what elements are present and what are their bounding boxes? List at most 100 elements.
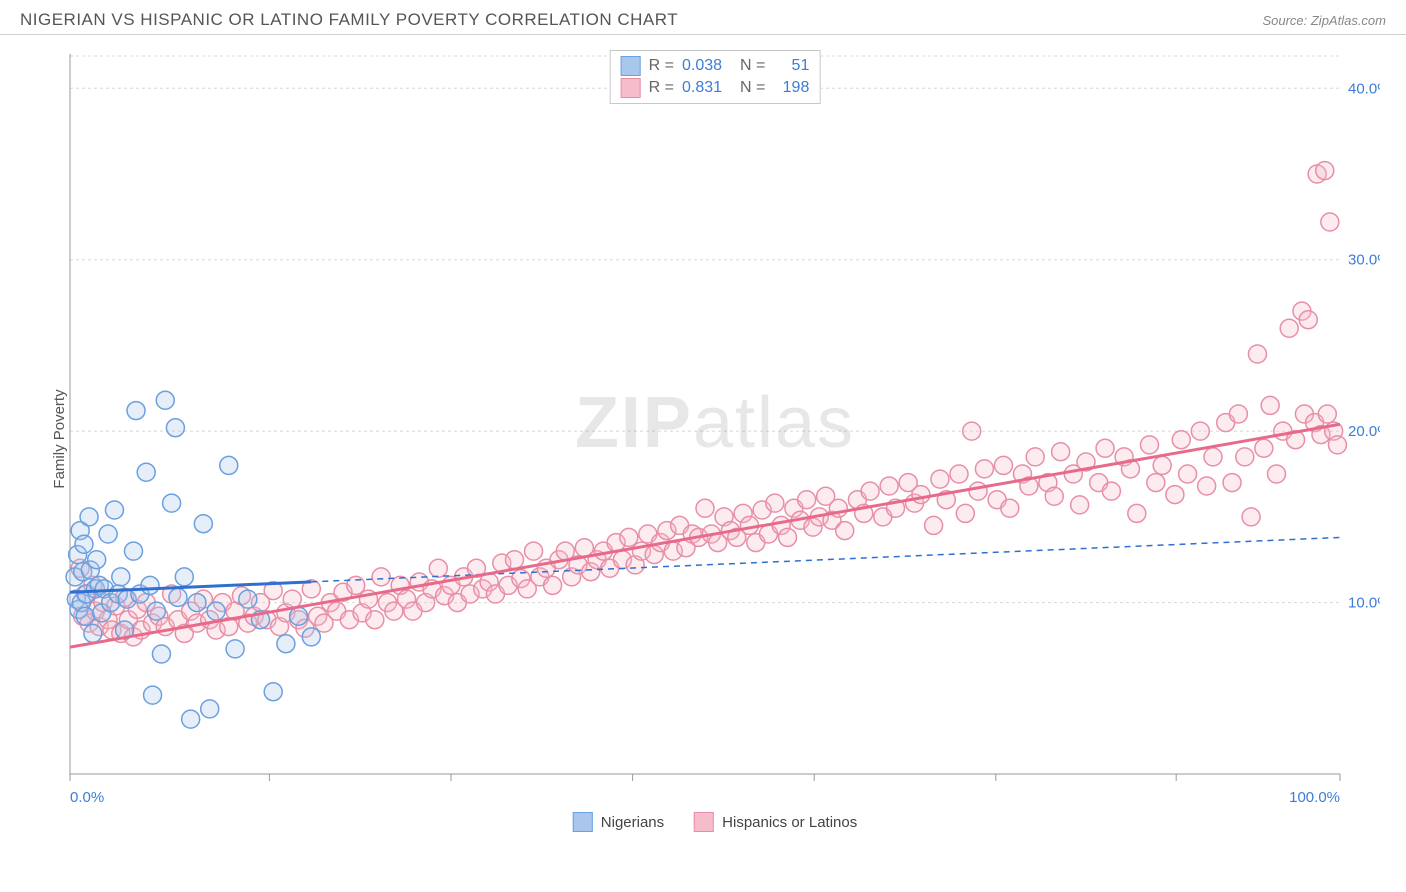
data-point — [836, 522, 854, 540]
data-point — [88, 551, 106, 569]
data-point — [1299, 311, 1317, 329]
data-point — [194, 515, 212, 533]
data-point — [152, 645, 170, 663]
data-point — [226, 640, 244, 658]
data-point — [1147, 474, 1165, 492]
y-tick-label: 30.0% — [1348, 252, 1380, 269]
data-point — [975, 460, 993, 478]
data-point — [141, 576, 159, 594]
legend-label: Nigerians — [601, 814, 664, 831]
y-axis-label: Family Poverty — [51, 389, 68, 488]
data-point — [429, 559, 447, 577]
legend-item: Nigerians — [573, 812, 664, 832]
data-point — [283, 590, 301, 608]
data-point — [112, 568, 130, 586]
data-point — [1248, 345, 1266, 363]
data-point — [696, 499, 714, 517]
data-point — [1198, 477, 1216, 495]
data-point — [201, 700, 219, 718]
data-point — [302, 628, 320, 646]
series-legend: Nigerians Hispanics or Latinos — [573, 812, 857, 832]
data-point — [137, 463, 155, 481]
data-point — [188, 594, 206, 612]
data-point — [1191, 422, 1209, 440]
data-point — [1166, 486, 1184, 504]
y-tick-label: 20.0% — [1348, 423, 1380, 440]
n-label: N = — [740, 79, 765, 97]
data-point — [1179, 465, 1197, 483]
data-point — [1229, 405, 1247, 423]
r-label: R = — [649, 79, 674, 97]
data-point — [1321, 213, 1339, 231]
data-point — [99, 525, 117, 543]
data-point — [1223, 474, 1241, 492]
plot-area: Family Poverty 10.0%20.0%30.0%40.0%0.0%1… — [50, 44, 1380, 834]
data-point — [76, 607, 94, 625]
data-point — [1172, 431, 1190, 449]
data-point — [207, 602, 225, 620]
data-point — [169, 588, 187, 606]
stats-row: R =0.038N =51 — [621, 55, 810, 77]
data-point — [766, 494, 784, 512]
data-point — [963, 422, 981, 440]
n-value: 198 — [773, 79, 809, 97]
legend-item: Hispanics or Latinos — [694, 812, 857, 832]
data-point — [880, 477, 898, 495]
data-point — [239, 590, 257, 608]
data-point — [1052, 443, 1070, 461]
data-point — [366, 611, 384, 629]
data-point — [75, 535, 93, 553]
data-point — [925, 516, 943, 534]
stats-row: R = 0.831 N = 198 — [621, 77, 810, 99]
data-point — [1096, 439, 1114, 457]
data-point — [127, 402, 145, 420]
data-point — [969, 482, 987, 500]
data-point — [1141, 436, 1159, 454]
data-point — [182, 710, 200, 728]
data-point — [1280, 319, 1298, 337]
data-point — [1316, 162, 1334, 180]
scatter-plot-svg: 10.0%20.0%30.0%40.0%0.0%100.0% — [50, 44, 1380, 834]
data-point — [1328, 436, 1346, 454]
data-point — [163, 494, 181, 512]
data-point — [1071, 496, 1089, 514]
data-point — [1255, 439, 1273, 457]
correlation-stats-box: R =0.038N =51R =0.831N =198 — [610, 50, 821, 104]
data-point — [1261, 396, 1279, 414]
x-tick-label: 0.0% — [70, 789, 104, 806]
r-value: 0.831 — [682, 79, 732, 97]
data-point — [525, 542, 543, 560]
data-point — [264, 683, 282, 701]
data-point — [1268, 465, 1286, 483]
data-point — [912, 486, 930, 504]
data-point — [290, 607, 308, 625]
data-point — [956, 504, 974, 522]
x-tick-label: 100.0% — [1289, 789, 1340, 806]
data-point — [372, 568, 390, 586]
data-point — [144, 686, 162, 704]
data-point — [1026, 448, 1044, 466]
data-point — [620, 528, 638, 546]
data-point — [1045, 487, 1063, 505]
data-point — [1242, 508, 1260, 526]
chart-title: NIGERIAN VS HISPANIC OR LATINO FAMILY PO… — [20, 10, 678, 30]
data-point — [175, 568, 193, 586]
data-point — [125, 542, 143, 560]
legend-swatch — [621, 78, 641, 98]
n-value: 51 — [773, 57, 809, 75]
data-point — [347, 576, 365, 594]
legend-swatch — [573, 812, 593, 832]
data-point — [156, 391, 174, 409]
data-point — [147, 602, 165, 620]
source-credit: Source: ZipAtlas.com — [1262, 13, 1386, 28]
trend-line-dashed — [311, 537, 1340, 581]
data-point — [1128, 504, 1146, 522]
data-point — [80, 508, 98, 526]
data-point — [220, 456, 238, 474]
r-label: R = — [649, 57, 674, 75]
legend-swatch — [621, 56, 641, 76]
data-point — [544, 576, 562, 594]
data-point — [950, 465, 968, 483]
data-point — [84, 624, 102, 642]
data-point — [1318, 405, 1336, 423]
